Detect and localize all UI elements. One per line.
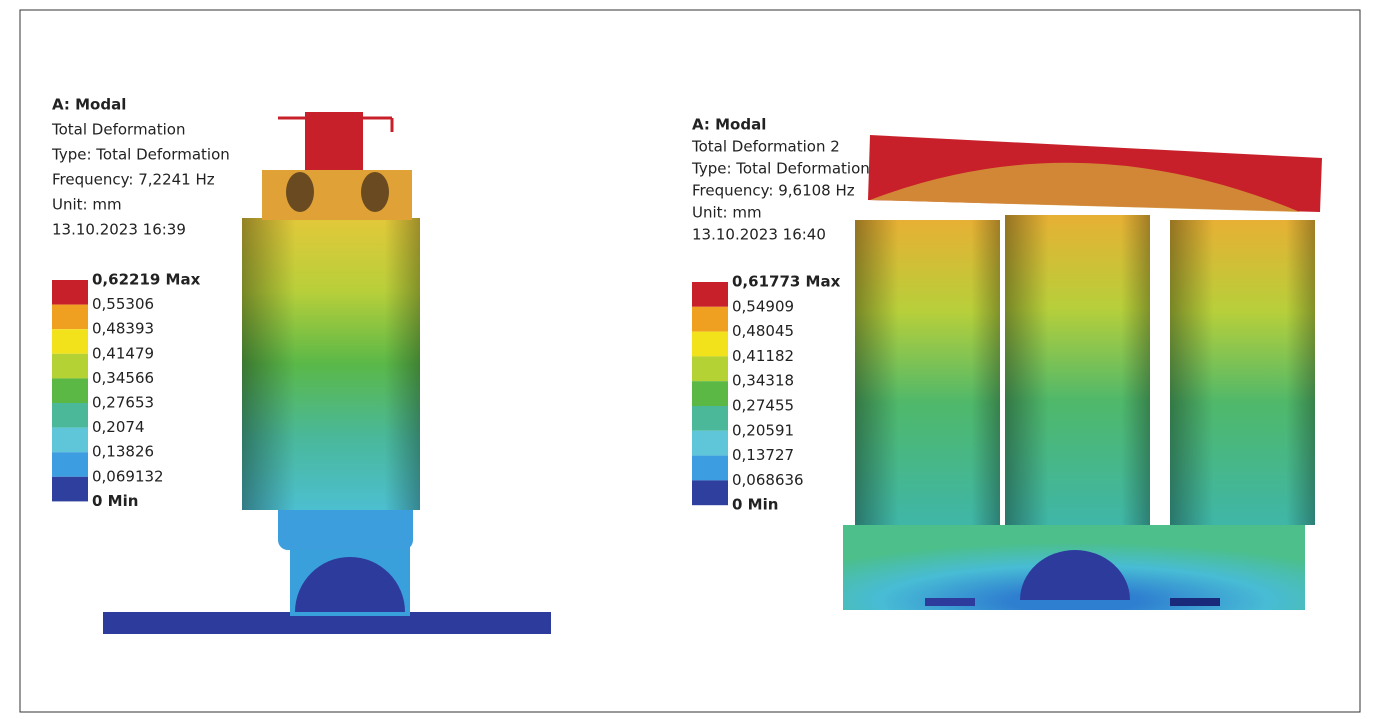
legend-swatch (52, 378, 88, 403)
legend-label: 0,13727 (732, 446, 794, 464)
legend-label: 0 Min (732, 496, 778, 514)
legend-swatch (692, 480, 728, 505)
legend-label: 0 Min (92, 492, 138, 510)
left-model (103, 112, 551, 634)
info-line: Frequency: 9,6108 Hz (692, 182, 855, 200)
panel-title: A: Modal (52, 96, 126, 114)
legend-label: 0,41479 (92, 344, 154, 362)
legend-swatch (692, 406, 728, 431)
info-line: Total Deformation 2 (691, 138, 840, 156)
legend-swatch (692, 307, 728, 332)
info-line: Unit: mm (52, 196, 122, 214)
info-line: Frequency: 7,2241 Hz (52, 171, 215, 189)
legend-swatch (692, 332, 728, 357)
info-line: Type: Total Deformation (691, 160, 870, 178)
info-line: Type: Total Deformation (51, 146, 230, 164)
info-line: Unit: mm (692, 204, 762, 222)
legend-label: 0,27455 (732, 397, 794, 415)
legend-swatch (52, 428, 88, 453)
panel-title: A: Modal (692, 116, 766, 134)
legend-label: 0,34318 (732, 372, 794, 390)
legend-label: 0,54909 (732, 297, 794, 315)
right-model (843, 135, 1322, 610)
legend-label: 0,61773 Max (732, 273, 841, 291)
legend-label: 0,41182 (732, 347, 794, 365)
legend-label: 0,34566 (92, 369, 154, 387)
legend-swatch (52, 452, 88, 477)
legend-label: 0,27653 (92, 394, 154, 412)
legend-label: 0,13826 (92, 443, 154, 461)
legend-label: 0,20591 (732, 421, 794, 439)
legend-label: 0,069132 (92, 467, 164, 485)
legend-label: 0,068636 (732, 471, 804, 489)
legend-label: 0,2074 (92, 418, 145, 436)
figure: A: Modal Total Deformation Type: Total Def… (0, 0, 1378, 722)
legend-label: 0,48045 (732, 322, 794, 340)
legend-swatch (692, 381, 728, 406)
info-line: 13.10.2023 16:40 (692, 226, 826, 244)
annotations: A: Modal Total Deformation Type: Total Def… (51, 96, 870, 514)
legend-swatch (52, 477, 88, 502)
legend-label: 0,48393 (92, 320, 154, 338)
legend-label: 0,62219 Max (92, 271, 201, 289)
info-line: 13.10.2023 16:39 (52, 221, 186, 239)
legend-label: 0,55306 (92, 295, 154, 313)
legend-swatch (692, 356, 728, 381)
legend-swatch (52, 280, 88, 305)
legend-swatch (52, 329, 88, 354)
legend-swatch (52, 354, 88, 379)
legend-swatch (692, 282, 728, 307)
info-line: Total Deformation (51, 121, 185, 139)
legend-swatch (52, 305, 88, 330)
legend-swatch (692, 456, 728, 481)
legend-swatch (52, 403, 88, 428)
legend-swatch (692, 431, 728, 456)
